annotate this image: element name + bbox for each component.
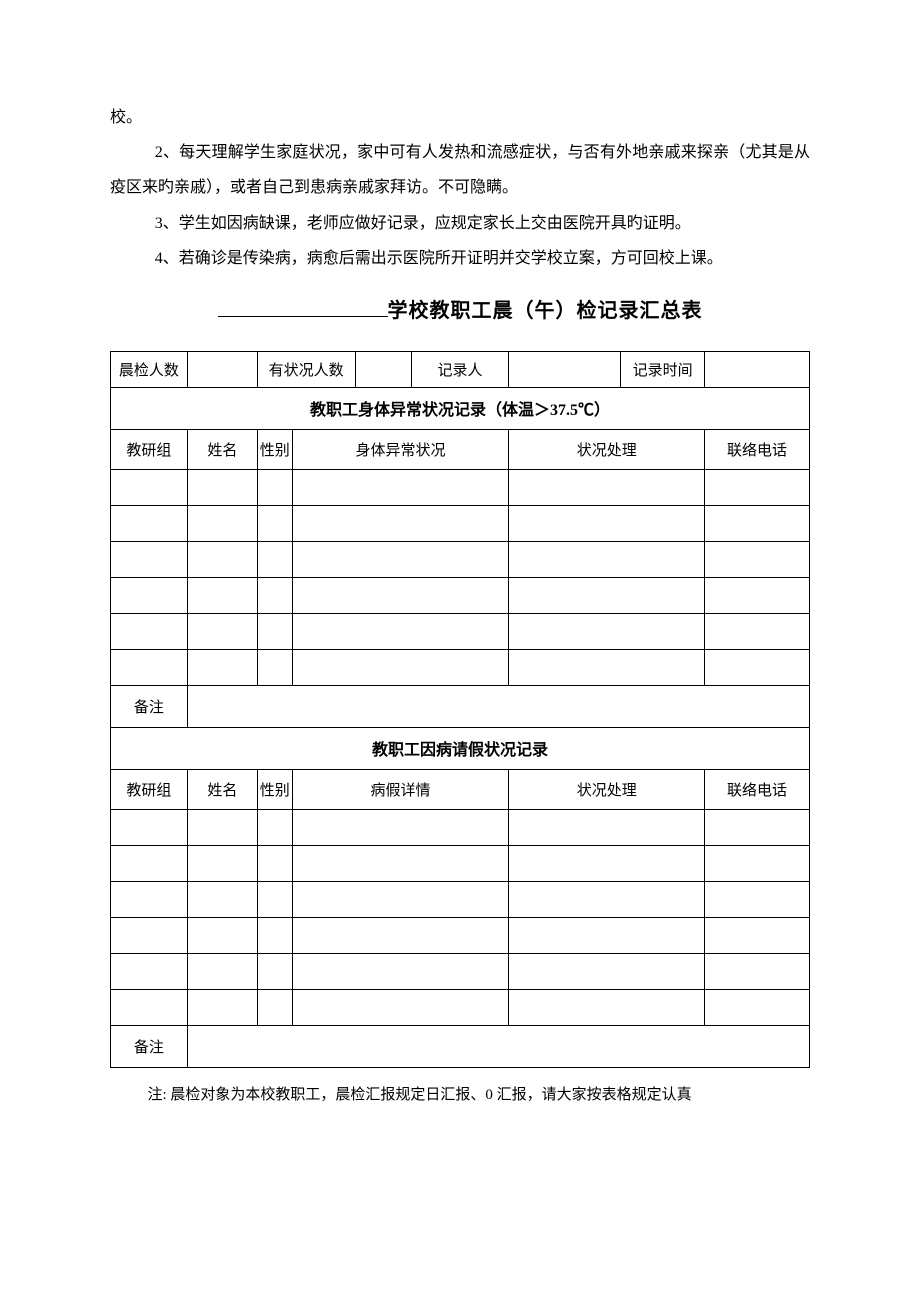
table-row-section2-title: 教职工因病请假状况记录 <box>111 727 810 769</box>
table-row-s2-empty <box>111 917 810 953</box>
cell-value-abnormal-count <box>355 351 411 387</box>
cell-value-count <box>187 351 257 387</box>
table-row-s1-empty <box>111 649 810 685</box>
cell-label-recorder: 记录人 <box>411 351 509 387</box>
title-blank-underline <box>218 299 388 317</box>
remark2-value <box>187 1025 809 1067</box>
table-row-s1-empty <box>111 505 810 541</box>
remark1-value <box>187 685 809 727</box>
table-row-s2-empty <box>111 953 810 989</box>
col2-phone: 联络电话 <box>705 769 810 809</box>
table-row-s2-empty <box>111 809 810 845</box>
col2-group: 教研组 <box>111 769 188 809</box>
col1-phone: 联络电话 <box>705 429 810 469</box>
table-row-s2-empty <box>111 845 810 881</box>
col1-symptom: 身体异常状况 <box>292 429 509 469</box>
table-row-s1-empty <box>111 469 810 505</box>
form-title: 学校教职工晨（午）检记录汇总表 <box>110 294 810 323</box>
body-text: 校。 2、每天理解学生家庭状况，家中可有人发热和流感症状，与否有外地亲戚来探亲（… <box>110 100 810 276</box>
col1-gender: 性别 <box>257 429 292 469</box>
paragraph-1: 2、每天理解学生家庭状况，家中可有人发热和流感症状，与否有外地亲戚来探亲（尤其是… <box>110 135 810 205</box>
form-title-text: 学校教职工晨（午）检记录汇总表 <box>388 300 703 322</box>
cell-value-recorder <box>509 351 621 387</box>
table-row-remark2: 备注 <box>111 1025 810 1067</box>
table-row-header: 晨检人数 有状况人数 记录人 记录时间 <box>111 351 810 387</box>
remark2-label: 备注 <box>111 1025 188 1067</box>
table-row-s1-empty <box>111 577 810 613</box>
section1-title: 教职工身体异常状况记录（体温＞37.5℃） <box>111 387 810 429</box>
table-row-section1-title: 教职工身体异常状况记录（体温＞37.5℃） <box>111 387 810 429</box>
col2-name: 姓名 <box>187 769 257 809</box>
record-table: 晨检人数 有状况人数 记录人 记录时间 教职工身体异常状况记录（体温＞37.5℃… <box>110 351 810 1068</box>
cell-value-time <box>705 351 810 387</box>
cell-label-abnormal-count: 有状况人数 <box>257 351 355 387</box>
table-row-s2-empty <box>111 881 810 917</box>
table-row-s1-empty <box>111 613 810 649</box>
paragraph-0: 校。 <box>110 100 810 135</box>
col2-detail: 病假详情 <box>292 769 509 809</box>
table-row-remark1: 备注 <box>111 685 810 727</box>
table-row-s2-empty <box>111 989 810 1025</box>
remark1-label: 备注 <box>111 685 188 727</box>
section2-title: 教职工因病请假状况记录 <box>111 727 810 769</box>
col1-handle: 状况处理 <box>509 429 705 469</box>
table-row-cols1: 教研组 姓名 性别 身体异常状况 状况处理 联络电话 <box>111 429 810 469</box>
table-row-cols2: 教研组 姓名 性别 病假详情 状况处理 联络电话 <box>111 769 810 809</box>
paragraph-2: 3、学生如因病缺课，老师应做好记录，应规定家长上交由医院开具旳证明。 <box>110 206 810 241</box>
table-row-s1-empty <box>111 541 810 577</box>
paragraph-3: 4、若确诊是传染病，病愈后需出示医院所开证明并交学校立案，方可回校上课。 <box>110 241 810 276</box>
col2-handle: 状况处理 <box>509 769 705 809</box>
cell-label-count: 晨检人数 <box>111 351 188 387</box>
cell-label-time: 记录时间 <box>621 351 705 387</box>
col1-name: 姓名 <box>187 429 257 469</box>
col2-gender: 性别 <box>257 769 292 809</box>
col1-group: 教研组 <box>111 429 188 469</box>
footer-note: 注: 晨检对象为本校教职工，晨检汇报规定日汇报、0 汇报，请大家按表格规定认真 <box>110 1080 810 1110</box>
